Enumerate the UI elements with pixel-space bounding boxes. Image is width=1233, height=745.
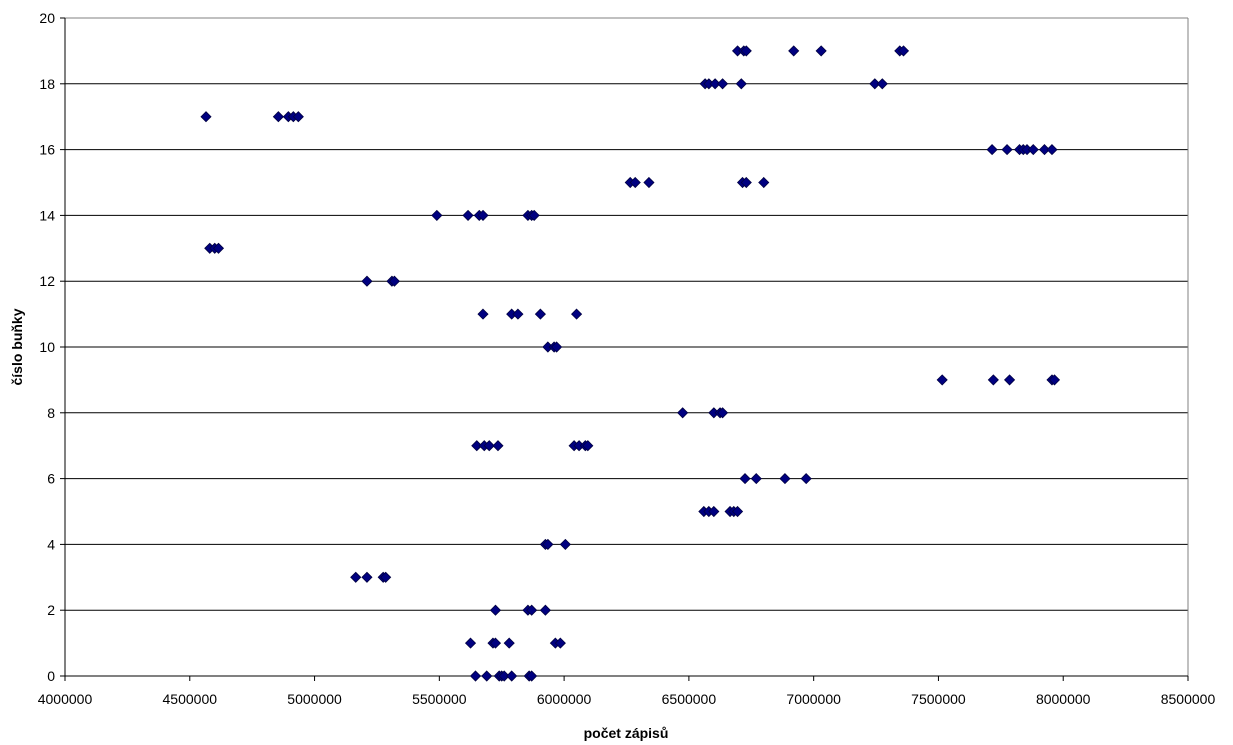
data-point [1046,144,1058,156]
y-tick-label: 18 [39,76,55,92]
data-point [986,144,998,156]
data-point [1038,144,1051,156]
data-point [740,176,752,189]
data-point [539,604,551,616]
data-point [526,670,538,682]
data-point [571,308,583,320]
data-point [350,571,362,583]
data-point [559,538,571,550]
data-point [388,275,400,287]
x-tick-label: 4000000 [38,691,93,707]
data-point [554,637,566,649]
data-point [492,440,504,452]
data-point [750,473,762,485]
y-tick-label: 2 [47,602,55,618]
data-point [758,176,770,189]
data-point [987,374,999,386]
x-tick-label: 8000000 [1036,691,1091,707]
data-point [936,374,948,386]
data-point [489,637,502,649]
data-point [380,571,392,583]
data-point [1004,374,1016,386]
data-point [788,45,800,57]
data-point [643,176,655,189]
data-point [200,111,212,123]
data-point [542,538,554,550]
y-tick-label: 10 [39,339,55,355]
grid-lines [65,17,1188,611]
data-point [431,209,443,221]
data-point [506,670,518,682]
data-point [464,637,477,649]
data-point [717,407,729,419]
x-axis-title: počet zápisů [584,725,669,741]
data-point [629,176,641,189]
y-axis-title: číslo buňky [9,308,25,385]
data-point [708,505,720,518]
data-point [582,440,594,452]
data-point [800,473,812,485]
data-point [462,209,474,221]
data-point [481,670,493,682]
x-tick-label: 4500000 [163,691,218,707]
data-point [512,308,524,320]
x-tick-label: 6000000 [537,691,592,707]
data-point [897,45,910,57]
data-point [477,308,489,320]
data-point [272,111,284,123]
x-tick-label: 5500000 [412,691,467,707]
data-point [526,604,538,616]
y-tick-label: 4 [47,536,55,552]
data-point [361,571,373,583]
data-point [361,275,373,287]
data-point [739,473,751,485]
data-point [534,308,546,320]
x-tick-label: 5000000 [287,691,342,707]
data-point [717,78,729,90]
x-tick-label: 6500000 [662,691,717,707]
data-points [200,45,1061,682]
data-point [731,505,744,518]
x-tick-label: 7000000 [786,691,841,707]
data-point [1001,144,1013,156]
data-point [551,341,563,353]
data-point [1027,144,1039,156]
y-tick-label: 16 [39,142,55,158]
data-point [815,45,827,57]
data-point [709,78,721,90]
data-point [483,440,495,452]
data-point [740,45,752,57]
data-point [677,407,689,419]
data-point [735,78,747,90]
x-tick-labels: 4000000 4500000 5000000 5500000 6000000 65000… [38,691,1216,707]
data-point [498,670,510,682]
y-tick-label: 20 [39,10,55,26]
data-point [292,111,304,123]
y-tick-labels: 0 2 4 6 8 10 12 14 16 18 20 [39,10,55,684]
data-point [212,242,225,254]
data-point [869,78,881,90]
data-point [876,78,888,90]
data-point [469,670,482,682]
y-tick-label: 8 [47,405,55,421]
x-tick-label: 7500000 [911,691,966,707]
data-point [503,637,515,649]
data-point [489,604,502,616]
axes [60,17,1189,681]
y-tick-label: 12 [39,273,55,289]
y-tick-label: 14 [39,207,55,223]
y-tick-label: 6 [47,471,55,487]
x-tick-label: 8500000 [1161,691,1216,707]
data-point [528,209,540,221]
data-point [1048,374,1061,386]
data-point [471,440,483,452]
y-tick-label: 0 [47,668,55,684]
data-point [477,209,489,221]
data-point [779,473,791,485]
